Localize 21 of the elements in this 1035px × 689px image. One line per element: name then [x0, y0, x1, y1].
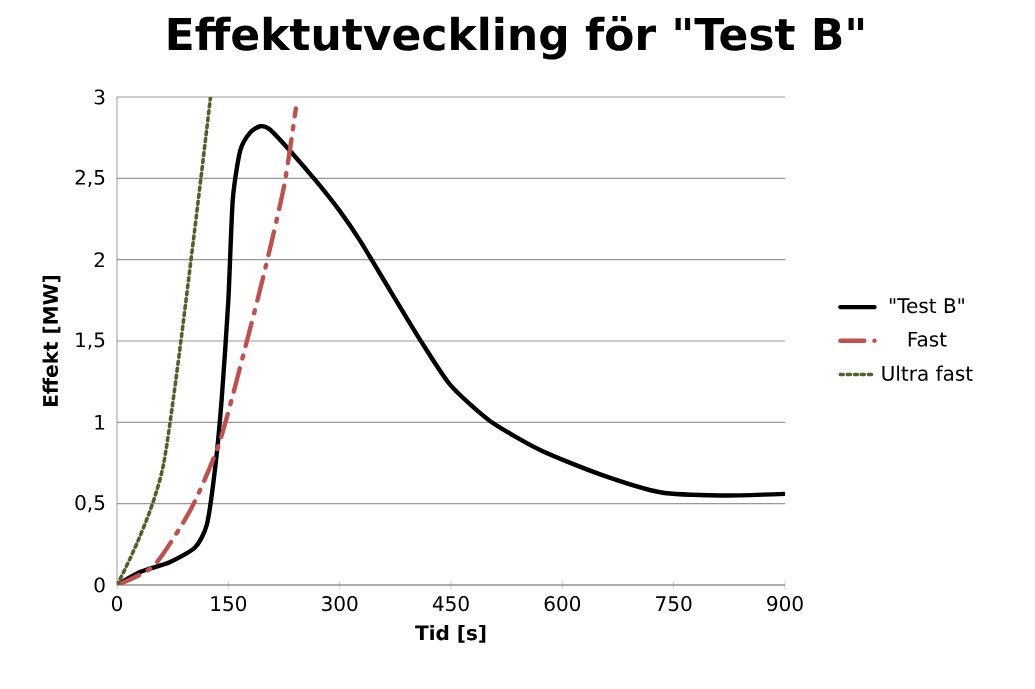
x-axis-title: Tid [s]: [415, 624, 486, 643]
y-tick-label: 0: [94, 577, 105, 593]
y-tick-label: 1,5: [76, 332, 105, 350]
y-tick-label: 0,5: [75, 495, 105, 513]
chart-title: Effektutveckling för "Test B": [168, 16, 864, 60]
x-tick-label: 300: [322, 596, 358, 612]
x-tick-label: 900: [767, 596, 803, 612]
x-tick-label: 600: [544, 596, 581, 612]
legend-label: "Test B": [889, 298, 964, 314]
x-tick-label: 0: [111, 596, 123, 612]
line-series: [117, 106, 299, 585]
x-tick-label: 150: [211, 596, 247, 612]
y-tick-label: 2,5: [75, 169, 105, 187]
legend-label: Ultra fast: [882, 365, 973, 381]
y-tick-label: 1: [95, 415, 105, 430]
x-tick-label: 750: [656, 596, 692, 612]
y-axis-title: Effekt [MW]: [42, 275, 61, 406]
y-tick-label: 2: [94, 252, 104, 268]
y-tick-label: 3: [94, 89, 105, 105]
legend-label: Fast: [908, 331, 947, 347]
x-tick-label: 450: [432, 596, 469, 612]
